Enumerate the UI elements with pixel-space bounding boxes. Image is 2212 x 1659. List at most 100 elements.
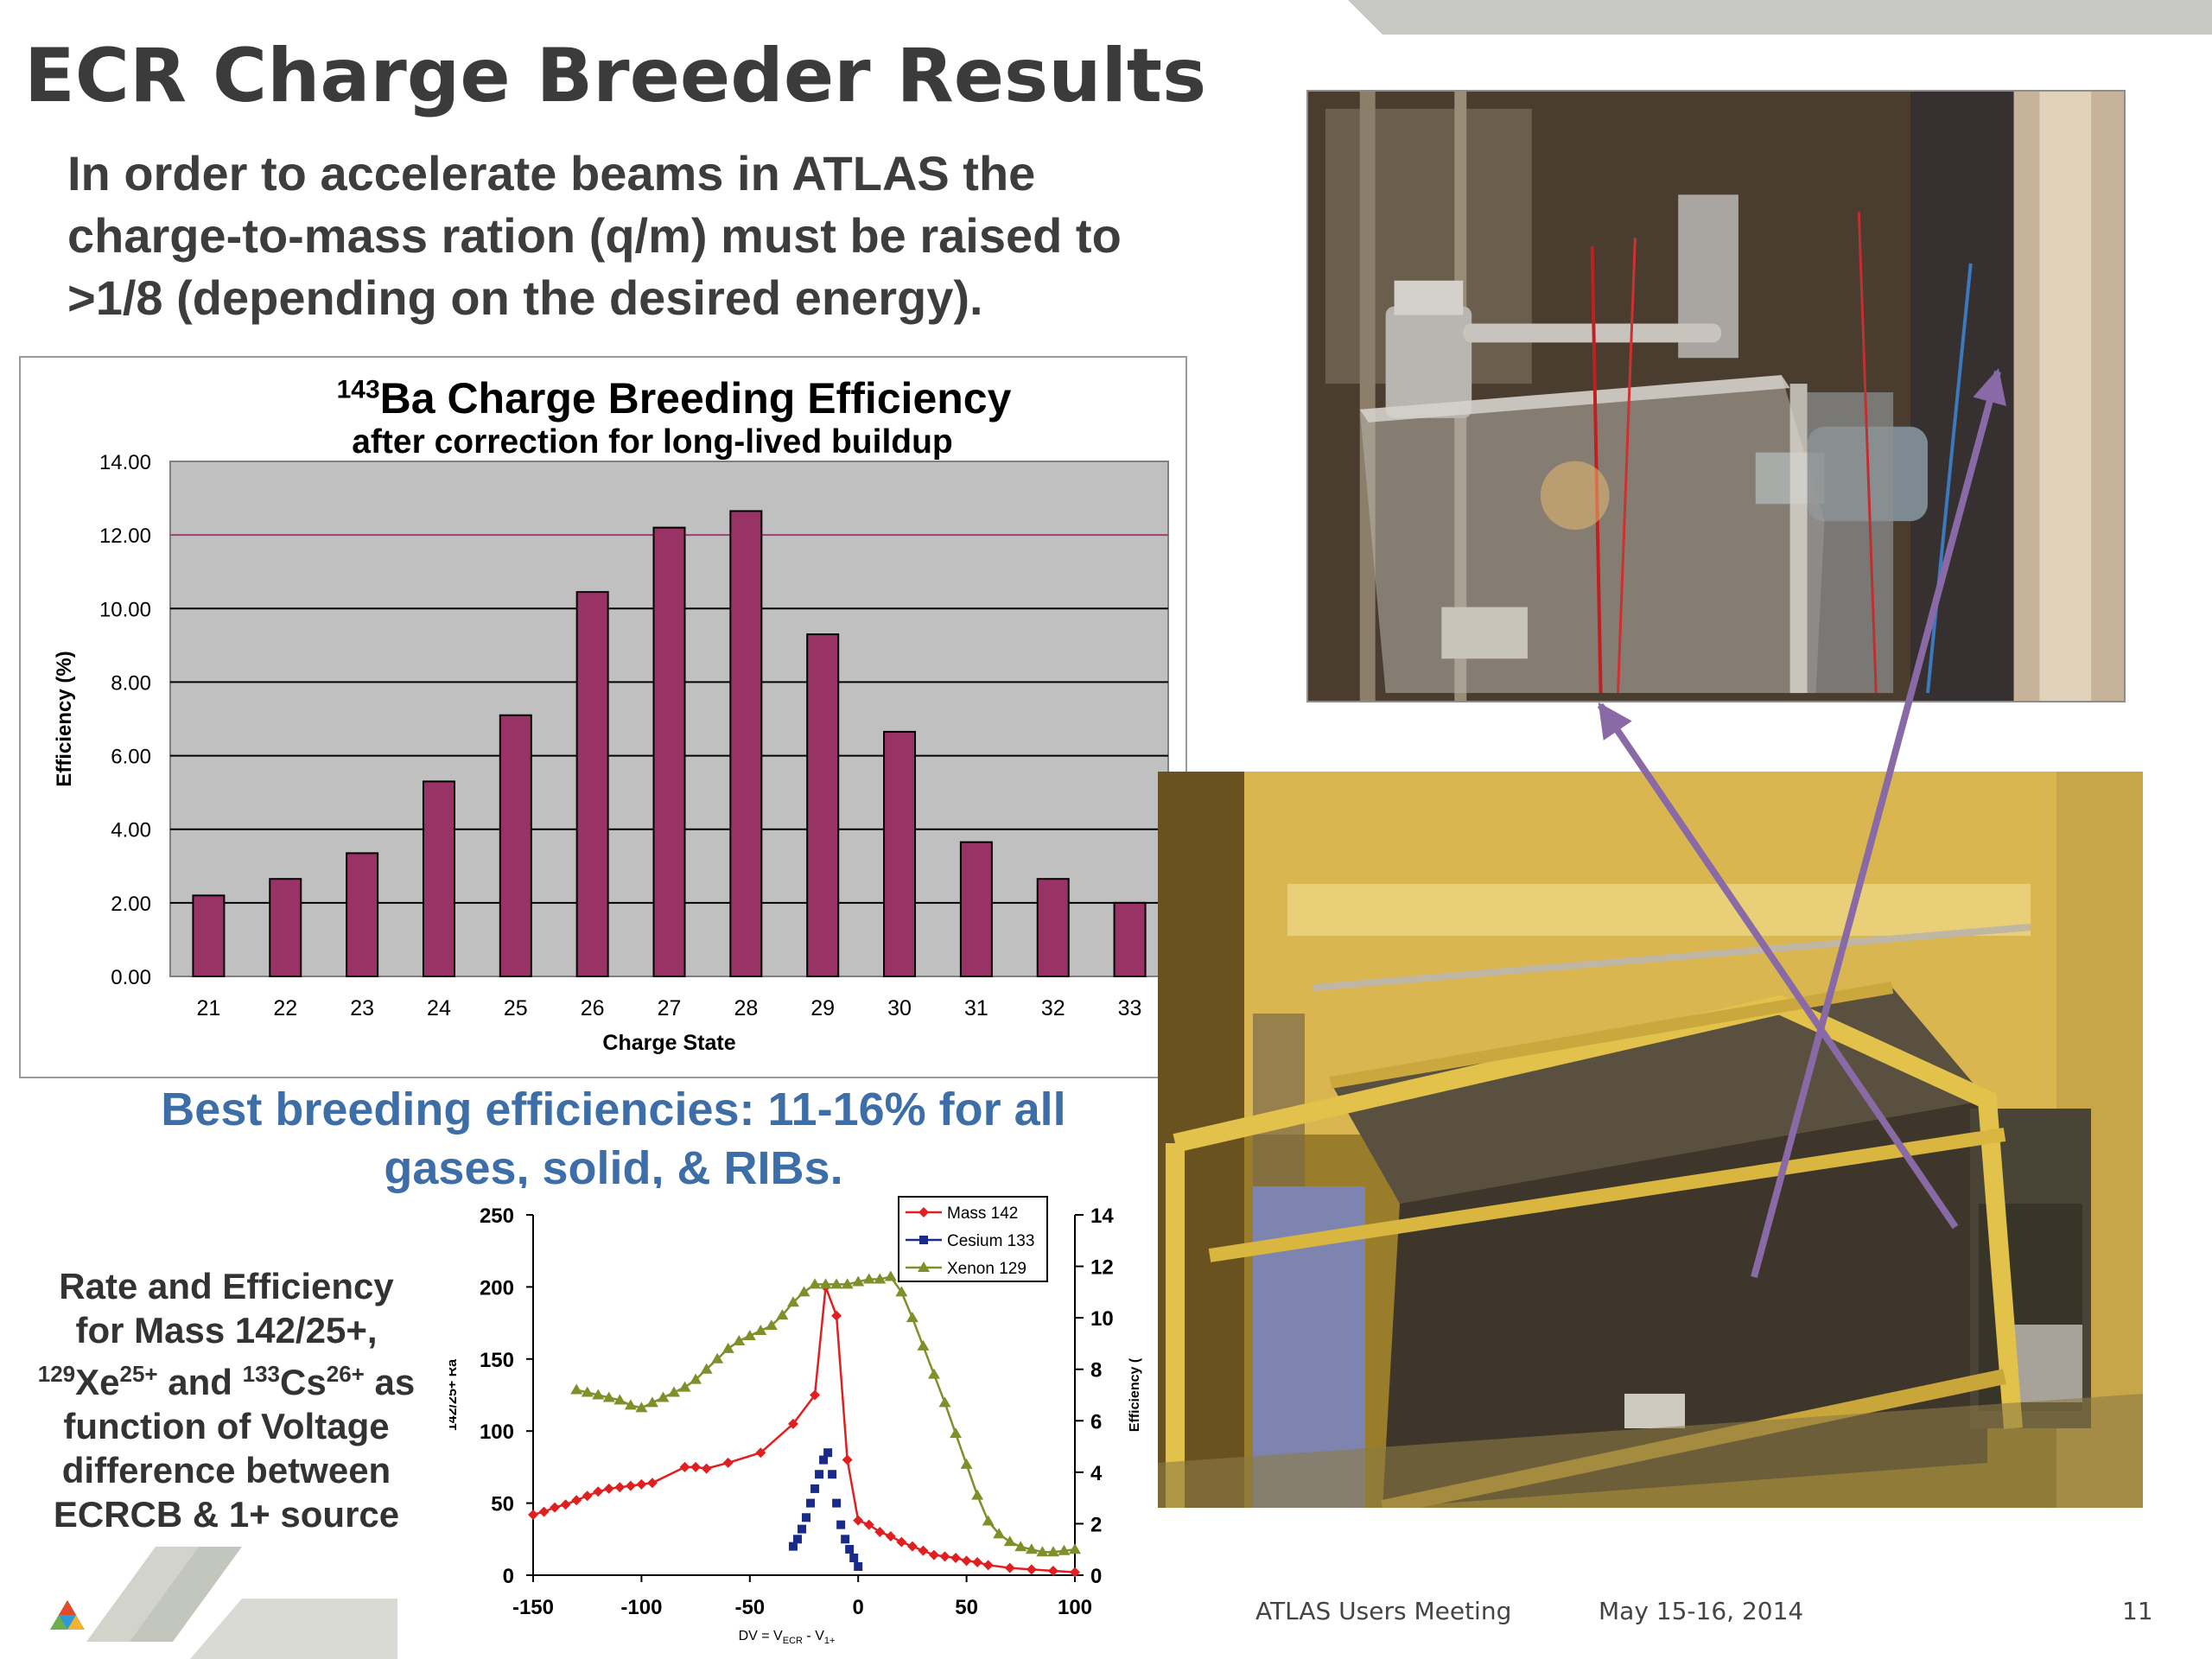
line-left-tick-label: 100 (480, 1421, 514, 1444)
line-point (755, 1447, 766, 1459)
line-point (776, 1309, 789, 1320)
line-point (765, 1319, 778, 1331)
line-point (1046, 1546, 1059, 1557)
line-point (982, 1515, 995, 1526)
line-point (1004, 1562, 1015, 1573)
line-left-tick-label: 50 (491, 1493, 514, 1516)
line-point (874, 1526, 886, 1537)
line-y-left-label: 142/25+ Ra (449, 1359, 460, 1431)
line-point (927, 1368, 940, 1379)
line-right-tick-label: 8 (1090, 1359, 1102, 1382)
line-point (819, 1455, 829, 1465)
line-point (613, 1394, 626, 1405)
line-point (657, 1391, 670, 1402)
bar-chart-title-main: Ba Charge Breeding Efficiency (379, 374, 1012, 423)
bar-x-tick-label: 22 (273, 996, 297, 1020)
line-right-tick-label: 12 (1090, 1256, 1114, 1280)
isotope-mass-number: 143 (336, 375, 380, 404)
arrow-to-photo-left (1597, 702, 1959, 1230)
caption-line-3: 129Xe25+ and 133Cs26+ as (19, 1352, 434, 1404)
line-point (1014, 1541, 1027, 1552)
bar (806, 633, 840, 977)
line-point (885, 1530, 896, 1541)
intro-text: In order to accelerate beams in ATLAS th… (67, 146, 1122, 325)
line-x-tick-label: -50 (734, 1596, 765, 1619)
line-point (823, 1448, 833, 1458)
best-line-2: gases, solid, & RIBs. (384, 1142, 843, 1194)
legend-marker (918, 1207, 929, 1217)
line-point (538, 1506, 550, 1517)
line-x-axis-label: DV = VECR - V1+ (739, 1629, 836, 1646)
bar-x-tick-label: 32 (1041, 996, 1065, 1020)
legend-label: Cesium 133 (947, 1232, 1034, 1250)
line-x-tick-label: 50 (955, 1596, 978, 1619)
line-x-tick-label: -150 (512, 1596, 554, 1619)
bar-x-tick-label: 23 (350, 996, 374, 1020)
line-point (960, 1458, 973, 1469)
line-point (863, 1519, 874, 1530)
line-point (896, 1536, 907, 1548)
line-chart: 0 50 100 150 200 250 0 2 4 6 8 10 12 14 -150 -100 -50 0 50… (449, 1188, 1172, 1659)
xe-symbol: Xe (75, 1362, 120, 1402)
legend-label: Xenon 129 (947, 1260, 1027, 1278)
line-point (832, 1498, 842, 1508)
line-point (701, 1463, 712, 1474)
line-right-tick-label: 2 (1090, 1513, 1102, 1536)
line-point (1026, 1564, 1037, 1575)
bar-x-tick-label: 26 (581, 996, 605, 1020)
line-point (1047, 1565, 1058, 1576)
bar (883, 730, 917, 978)
line-point (828, 1470, 837, 1479)
line-point (593, 1486, 604, 1497)
bar-y-tick-label: 8.00 (111, 671, 151, 695)
line-point (679, 1461, 690, 1472)
line-point (810, 1389, 821, 1401)
line-point (614, 1482, 626, 1493)
bar-y-axis-label: Efficiency (%) (53, 651, 76, 786)
line-point (582, 1491, 593, 1502)
line-point (690, 1461, 702, 1472)
line-point (700, 1363, 713, 1374)
line-point (733, 1334, 746, 1345)
line-point (862, 1273, 875, 1284)
line-point (971, 1489, 984, 1500)
line-point (836, 1520, 846, 1529)
bar (652, 526, 686, 977)
line-chart-background (449, 1188, 1172, 1659)
bar (346, 852, 379, 978)
bar-x-axis-label: Charge State (602, 1031, 735, 1055)
line-point (874, 1273, 887, 1284)
line-x-tick-label: -100 (620, 1596, 662, 1619)
line-right-tick-label: 6 (1090, 1410, 1102, 1433)
line-point (841, 1278, 854, 1289)
line-x-label-sub2: 1+ (824, 1636, 836, 1646)
line-point (895, 1286, 908, 1297)
bar-x-tick-label: 28 (734, 996, 758, 1020)
bar-y-tick-label: 6.00 (111, 746, 151, 769)
line-point (722, 1457, 734, 1468)
best-line-1: Best breeding efficiencies: 11-16% for a… (161, 1084, 1066, 1135)
line-point (831, 1310, 842, 1321)
bar (729, 510, 763, 977)
footer-page-number: 11 (2122, 1597, 2153, 1625)
line-point (842, 1454, 853, 1465)
line-y-right-label: Efficiency ( (1128, 1357, 1142, 1432)
line-x-label-mid: - V (803, 1629, 824, 1643)
line-point (1070, 1567, 1080, 1578)
line-point (841, 1535, 850, 1544)
line-point (592, 1389, 605, 1400)
bar-x-tick-label: 25 (504, 996, 528, 1020)
caption-line-4: function of Voltage (63, 1406, 390, 1446)
line-point (645, 1396, 658, 1408)
line-point (788, 1541, 798, 1551)
line-right-tick-label: 4 (1090, 1462, 1103, 1485)
line-point (635, 1402, 648, 1413)
line-left-tick-label: 250 (480, 1205, 514, 1228)
line-point (711, 1352, 724, 1363)
legend-label: Mass 142 (947, 1205, 1018, 1223)
line-point (1003, 1535, 1016, 1547)
bar-chart-subtitle: after correction for long-lived buildup (352, 423, 953, 461)
line-x-label-sub1: ECR (783, 1636, 803, 1646)
bar-x-tick-label: 27 (658, 996, 682, 1020)
